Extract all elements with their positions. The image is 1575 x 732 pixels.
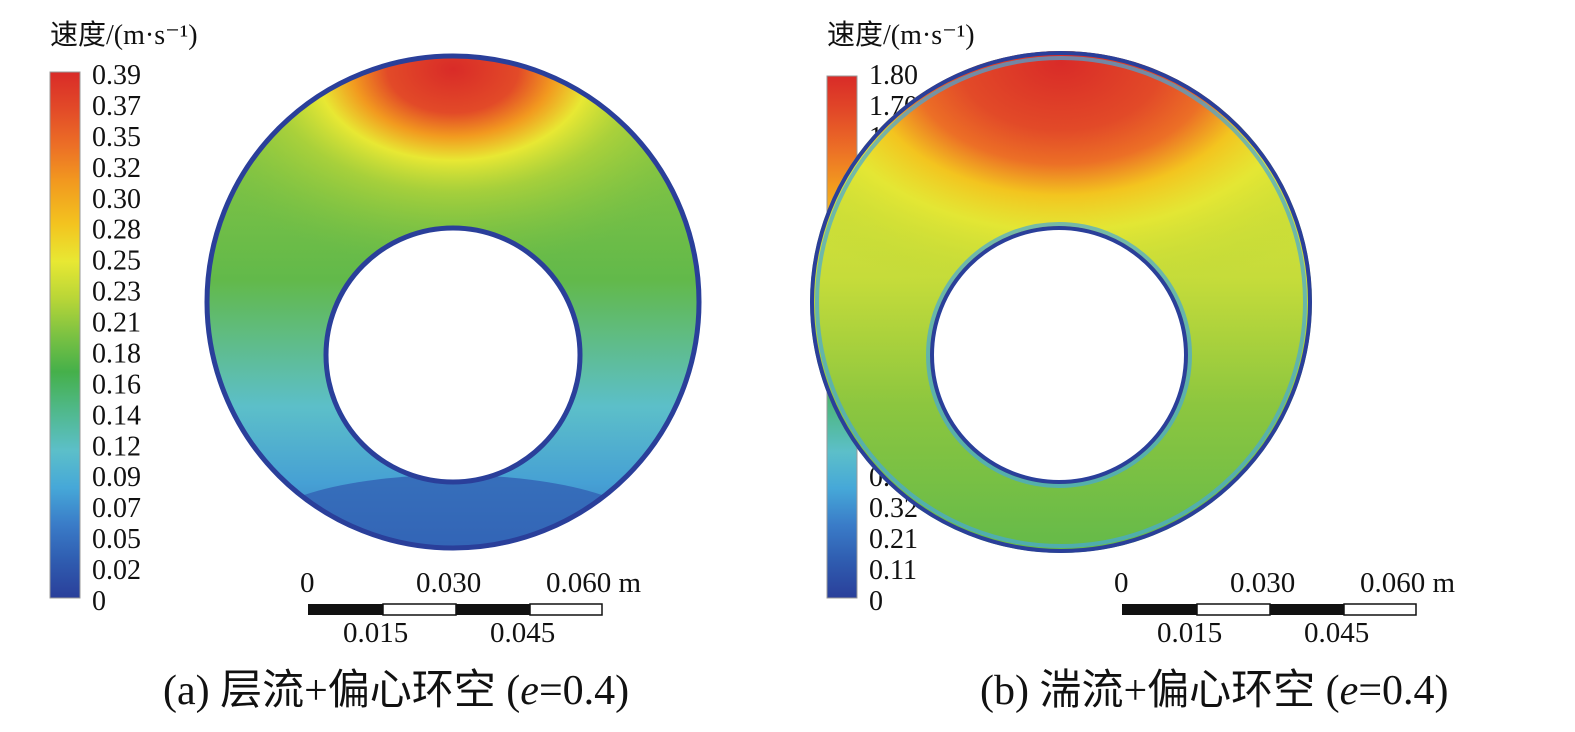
scale-label-015: 0.015 (1157, 617, 1222, 649)
scale-bar: 0 0.030 0.060 m 0.015 0.045 (1114, 567, 1456, 649)
chart-panel-a: 速度/(m·s⁻¹) 0.39 0.37 0.35 0.32 0.30 0.28 0.25 0… (0, 0, 790, 727)
outer-wall (810, 51, 1312, 553)
colorbar-tick-label: 0.32 (92, 153, 141, 184)
scale-label-030: 0.030 (416, 567, 481, 599)
colorbar-tick-label: 0.18 (92, 338, 141, 369)
colorbar-tick-label: 1.80 (869, 60, 918, 91)
scale-label-060: 0.060 m (1360, 567, 1456, 599)
colorbar-tick-label: 0.37 (92, 91, 141, 122)
scale-label-0: 0 (300, 567, 315, 599)
colorbar-tick-label: 0 (92, 586, 106, 617)
caption-a: (a) 层流+偏心环空 (e=0.4) (163, 667, 629, 714)
outer-wall-glow (815, 56, 1307, 548)
chart-panel-b: 速度/(m·s⁻¹) 1.801.701.591.481.381.271.171… (790, 0, 1575, 727)
caption-b: (b) 湍流+偏心环空 (e=0.4) (980, 667, 1449, 714)
scale-bar: 0 0.030 0.060 m 0.015 0.045 (300, 567, 642, 649)
inner-wall (930, 226, 1188, 484)
colorbar-tick-label: 0.07 (92, 493, 141, 524)
chart-svg-b: 速度/(m·s⁻¹) 1.801.701.591.481.381.271.171… (810, 19, 1456, 714)
colorbar-tick-label: 0.02 (92, 555, 141, 586)
colorbar-tick-label: 0.05 (92, 524, 141, 555)
colorbar-tick-label: 0.14 (92, 400, 141, 431)
scale-label-045: 0.045 (1304, 617, 1369, 649)
colorbar-tick-label: 0 (869, 586, 883, 617)
colorbar-tick-label: 0.16 (92, 369, 141, 400)
colorbar-tick-label: 0.28 (92, 215, 141, 246)
legend-title: 速度/(m·s⁻¹) (827, 19, 975, 51)
inner-wall-glow (926, 222, 1192, 488)
colorbar-tick-label: 0.25 (92, 246, 141, 277)
colorbar-tick-label: 0.39 (92, 60, 141, 91)
colorbar-tick-label: 0.09 (92, 462, 141, 493)
colorbar-tick-label: 0.35 (92, 122, 141, 153)
colorbar-ticks: 0.390.370.350.320.300.280.250.230.210.18… (92, 60, 141, 617)
scale-label-045: 0.045 (490, 617, 555, 649)
colorbar-tick-label: 0.21 (869, 524, 918, 555)
legend-title: 速度/(m·s⁻¹) (50, 19, 198, 51)
colorbar-tick-label: 0.30 (92, 184, 141, 215)
colorbar-tick-label: 0.23 (92, 277, 141, 308)
colorbar-tick-label: 0.11 (869, 555, 917, 586)
scale-label-060: 0.060 m (546, 567, 642, 599)
scale-label-015: 0.015 (343, 617, 408, 649)
chart-svg-a: 速度/(m·s⁻¹) 0.390.370.350.320.300.280.250… (49, 19, 702, 714)
inner-wall (323, 225, 583, 485)
colorbar-tick-label: 0.12 (92, 431, 141, 462)
colorbar (49, 71, 81, 599)
colorbar-tick-label: 0.21 (92, 308, 141, 339)
scale-label-0: 0 (1114, 567, 1129, 599)
outer-wall (204, 53, 702, 551)
scale-label-030: 0.030 (1230, 567, 1295, 599)
